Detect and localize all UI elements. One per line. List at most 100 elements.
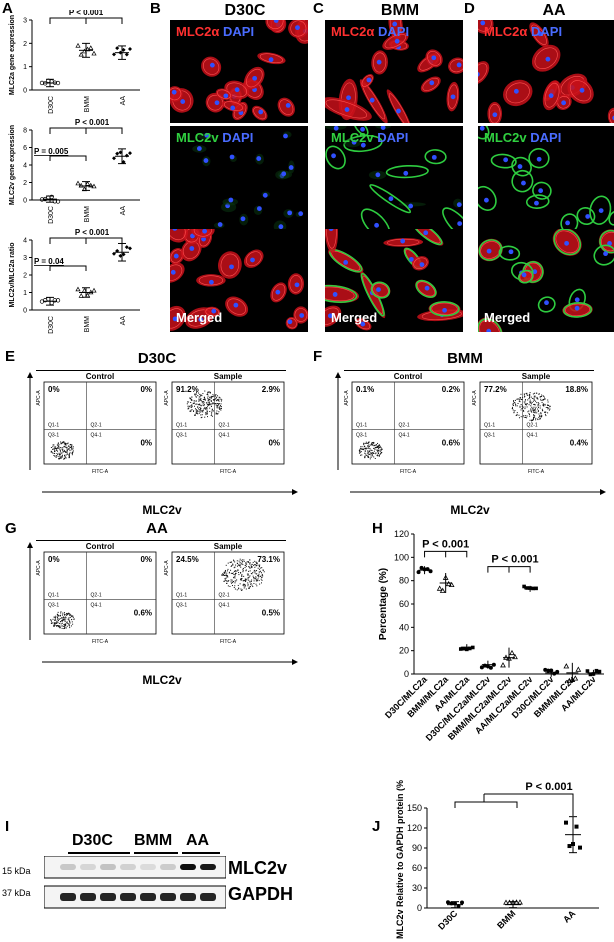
event-dot	[202, 398, 204, 400]
event-dot	[224, 572, 226, 574]
event-dot	[67, 448, 69, 450]
event-dot	[191, 399, 193, 401]
nucleus	[229, 264, 234, 270]
h-data-point	[512, 653, 518, 660]
event-dot	[359, 451, 361, 453]
event-dot	[207, 400, 209, 402]
event-dot	[59, 615, 61, 617]
h-data-point	[575, 666, 582, 672]
event-dot	[241, 579, 243, 581]
event-dot	[367, 451, 369, 453]
event-dot	[519, 397, 521, 399]
event-dot	[259, 564, 261, 566]
event-dot	[249, 580, 251, 582]
event-dot	[370, 444, 372, 446]
event-dot	[241, 559, 243, 561]
event-dot	[200, 417, 202, 419]
event-dot	[250, 583, 252, 585]
data-point	[78, 51, 84, 57]
q1-label: Q1-1	[48, 593, 59, 599]
event-dot	[61, 620, 63, 622]
data-point	[52, 199, 57, 204]
event-dot	[233, 567, 235, 569]
event-dot	[538, 403, 540, 405]
event-dot	[381, 452, 383, 454]
event-dot	[242, 567, 244, 569]
event-dot	[227, 570, 229, 572]
nucleus	[360, 126, 365, 132]
event-dot	[535, 406, 537, 408]
event-dot	[203, 401, 205, 403]
apc-axis-label: APC-A	[36, 390, 42, 406]
event-dot	[375, 444, 377, 446]
event-dot	[535, 417, 537, 419]
event-dot	[211, 408, 213, 410]
fitc-axis-label: FITC-A	[92, 639, 109, 645]
j-data-point	[506, 899, 513, 905]
event-dot	[57, 450, 59, 452]
event-dot	[205, 407, 207, 409]
event-dot	[218, 398, 220, 400]
event-dot	[231, 585, 233, 587]
event-dot	[525, 415, 527, 417]
cell-striation	[480, 241, 501, 259]
event-dot	[70, 625, 72, 627]
event-dot	[206, 402, 208, 404]
event-dot	[196, 403, 198, 405]
h-y-tick-label: 100	[394, 552, 409, 562]
event-dot	[368, 445, 370, 447]
event-dot	[200, 409, 202, 411]
x-tick-label: BMM	[84, 206, 91, 223]
q1-percent: 77.2%	[484, 385, 507, 394]
event-dot	[254, 560, 256, 562]
event-dot	[259, 583, 261, 585]
nucleus	[256, 156, 262, 161]
panel-label-f: F	[313, 348, 323, 365]
event-dot	[522, 406, 524, 408]
event-dot	[210, 401, 212, 403]
j-data-point	[460, 900, 464, 905]
event-dot	[533, 398, 535, 400]
event-dot	[377, 451, 379, 453]
cell-striation	[384, 33, 407, 49]
event-dot	[533, 395, 535, 397]
cell-striation	[289, 275, 303, 293]
cell-striation	[294, 308, 308, 322]
event-dot	[60, 618, 62, 620]
event-dot	[371, 450, 373, 452]
event-dot	[197, 406, 199, 408]
event-dot	[376, 455, 378, 457]
event-dot	[254, 564, 256, 566]
event-dot	[547, 399, 549, 401]
event-dot	[543, 404, 545, 406]
event-dot	[65, 446, 67, 448]
event-dot	[217, 403, 219, 405]
band-label-mlc2v: MLC2v	[228, 858, 288, 878]
micrograph-image	[325, 20, 463, 123]
cell-green	[537, 296, 556, 313]
event-dot	[243, 587, 245, 589]
event-dot	[206, 413, 208, 415]
q2-percent: 0%	[140, 385, 152, 394]
event-dot	[64, 451, 66, 453]
flow-y-arrowhead	[27, 372, 33, 378]
nucleus	[288, 165, 294, 170]
event-dot	[216, 396, 218, 398]
cell-green	[511, 156, 532, 177]
event-dot	[370, 449, 372, 451]
event-dot	[189, 397, 191, 399]
event-dot	[201, 416, 203, 418]
nucleus	[250, 257, 255, 263]
event-dot	[64, 618, 66, 620]
dapi-label: DAPI	[377, 130, 409, 145]
event-dot	[63, 442, 65, 444]
event-dot	[208, 402, 210, 404]
flow-plot-title: Control	[394, 372, 422, 381]
event-dot	[518, 414, 520, 416]
h-data-point	[531, 586, 535, 591]
event-dot	[250, 573, 252, 575]
event-dot	[255, 565, 257, 567]
data-point	[85, 46, 91, 52]
event-dot	[63, 613, 65, 615]
